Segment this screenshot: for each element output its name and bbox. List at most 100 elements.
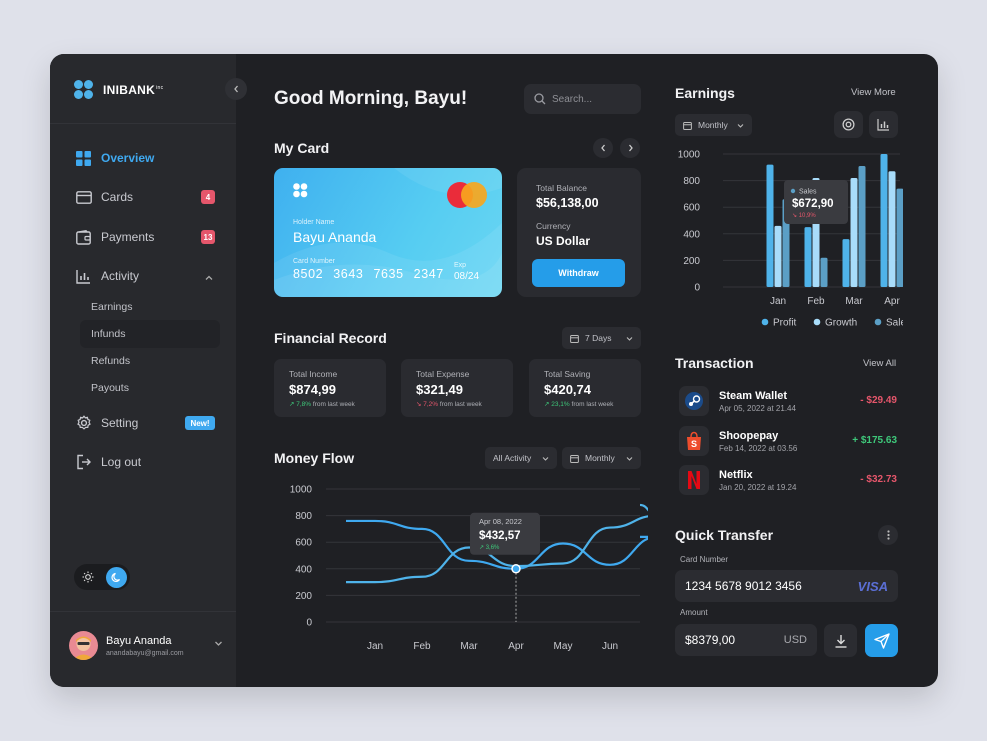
bar (880, 154, 888, 287)
x-tick-label: Jan (367, 641, 383, 652)
calendar-icon (570, 334, 579, 343)
earnings-title: Earnings (675, 85, 735, 101)
netflix-icon (679, 465, 709, 495)
y-tick-label: 600 (295, 538, 312, 549)
amount-currency: USD (783, 634, 807, 646)
card-number-field[interactable]: 1234 5678 9012 3456 VISA (675, 570, 898, 602)
new-badge: New! (185, 416, 215, 430)
sidebar-item-activity[interactable]: Activity (75, 266, 215, 286)
card-number-group: 7635 (373, 267, 404, 281)
financial-record-title: Financial Record (274, 330, 387, 346)
sidebar-item-setting[interactable]: Setting New! (75, 413, 215, 433)
visa-logo: VISA (857, 578, 888, 594)
sidebar-item-cards[interactable]: Cards 4 (75, 187, 215, 207)
activity-filter-dropdown[interactable]: All Activity (485, 447, 557, 469)
download-button[interactable] (824, 624, 857, 657)
tooltip-point (511, 564, 521, 574)
y-tick-label: 0 (306, 618, 312, 629)
earnings-view-more-link[interactable]: View More (851, 87, 896, 98)
withdraw-button[interactable]: Withdraw (532, 259, 625, 287)
bar-view-button[interactable] (869, 111, 898, 138)
stat-change: 23,1% (551, 401, 570, 408)
wallet-icon (75, 229, 92, 246)
exp-date: 08/24 (454, 271, 480, 282)
chevron-down-icon (542, 456, 549, 461)
sidebar: INIBANKinc Overview Cards 4 Payments 13 (50, 54, 236, 687)
tooltip-change: ↗ 3,6% (479, 545, 500, 551)
y-tick-label: 200 (683, 256, 700, 267)
sidebar-subitem-refunds[interactable]: Refunds (91, 355, 131, 367)
sidebar-item-payments[interactable]: Payments 13 (75, 227, 215, 247)
chevron-down-icon (737, 123, 744, 128)
money-flow-period-dropdown[interactable]: Monthly (562, 447, 641, 469)
chart-tooltip: Apr 08, 2022 $432,57 ↗ 3,6% (470, 512, 540, 622)
holder-name: Bayu Ananda (293, 229, 377, 245)
search-box[interactable] (524, 84, 641, 114)
card-number-group: 8502 (293, 267, 324, 281)
stat-value: $874,99 (289, 382, 336, 397)
money-flow-title: Money Flow (274, 450, 355, 466)
sidebar-item-label: Setting (101, 416, 139, 430)
sidebar-item-overview[interactable]: Overview (75, 148, 215, 168)
svg-text:S: S (691, 439, 697, 449)
transaction-row[interactable]: Netflix Jan 20, 2022 at 19.24 - $32.73 (679, 465, 897, 495)
bar (774, 225, 782, 287)
sun-icon[interactable] (77, 567, 98, 588)
brand-name: INIBANK (103, 83, 156, 97)
send-button[interactable] (865, 624, 898, 657)
chart-tooltip: Sales $672,90 ↘ 10,9% (784, 180, 848, 224)
moon-icon[interactable] (106, 566, 127, 588)
sidebar-subitem-earnings[interactable]: Earnings (91, 301, 133, 313)
x-tick-label: Jan (770, 296, 786, 307)
sidebar-item-label: Activity (101, 269, 140, 283)
bar-chart-icon (75, 268, 92, 285)
sidebar-item-label: Log out (101, 455, 142, 469)
sidebar-collapse-button[interactable] (225, 78, 247, 100)
theme-toggle[interactable] (74, 564, 130, 590)
bar (858, 165, 866, 287)
transaction-view-all-link[interactable]: View All (863, 358, 897, 369)
holder-name-label: Holder Name (293, 219, 335, 226)
payments-count-badge: 13 (201, 230, 215, 244)
legend-dot (761, 318, 769, 326)
card-prev-button[interactable] (593, 138, 613, 158)
page-title: Good Morning, Bayu! (274, 88, 468, 109)
sidebar-item-logout[interactable]: Log out (75, 452, 215, 472)
chevron-up-icon (205, 269, 213, 287)
search-icon (534, 93, 546, 105)
bar-chart-icon (877, 119, 889, 131)
chevron-down-icon (626, 456, 633, 461)
user-profile[interactable]: Bayu Ananda anandabayu@gmail.com (69, 631, 222, 660)
dropdown-value: 7 Days (585, 333, 612, 343)
transaction-row[interactable]: Steam Wallet Apr 05, 2022 at 21.44 - $29… (679, 386, 897, 416)
more-options-button[interactable] (878, 525, 898, 545)
legend-label: Sales (886, 318, 903, 329)
stat-card-saving: Total Saving $420,74 ↗ 23,1% from last w… (529, 359, 641, 417)
amount-field[interactable]: $8379,00 USD (675, 624, 817, 656)
sidebar-subitem-payouts[interactable]: Payouts (91, 382, 129, 394)
tooltip-box (470, 512, 540, 555)
donut-view-button[interactable] (834, 111, 863, 138)
card-next-button[interactable] (620, 138, 640, 158)
shopping-bag-icon: S (679, 426, 709, 456)
arrow-down-icon: ↘ (792, 213, 799, 219)
tooltip-value: $672,90 (792, 198, 834, 210)
search-input[interactable] (552, 93, 632, 105)
bank-card[interactable]: Holder Name Bayu Ananda Card Number 8502… (274, 168, 502, 297)
steam-icon (679, 386, 709, 416)
balance-panel: Total Balance $56,138,00 Currency US Dol… (517, 168, 641, 297)
amount-value: $8379,00 (685, 633, 736, 647)
brand-logo[interactable]: INIBANKinc (74, 80, 163, 100)
logout-icon (75, 454, 92, 471)
bar (888, 171, 896, 287)
x-tick-label: Jun (602, 641, 618, 652)
financial-period-dropdown[interactable]: 7 Days (562, 327, 641, 349)
sidebar-subitem-infunds[interactable]: Infunds (80, 320, 220, 348)
chevron-down-icon[interactable] (214, 639, 223, 651)
sidebar-item-label: Overview (101, 151, 155, 165)
chevron-right-icon (628, 144, 633, 152)
earnings-period-dropdown[interactable]: Monthly (675, 114, 752, 136)
transaction-title: Transaction (675, 355, 754, 371)
transaction-row[interactable]: S Shoopepay Feb 14, 2022 at 03.56 + $175… (679, 426, 897, 456)
y-tick-label: 200 (295, 591, 312, 602)
